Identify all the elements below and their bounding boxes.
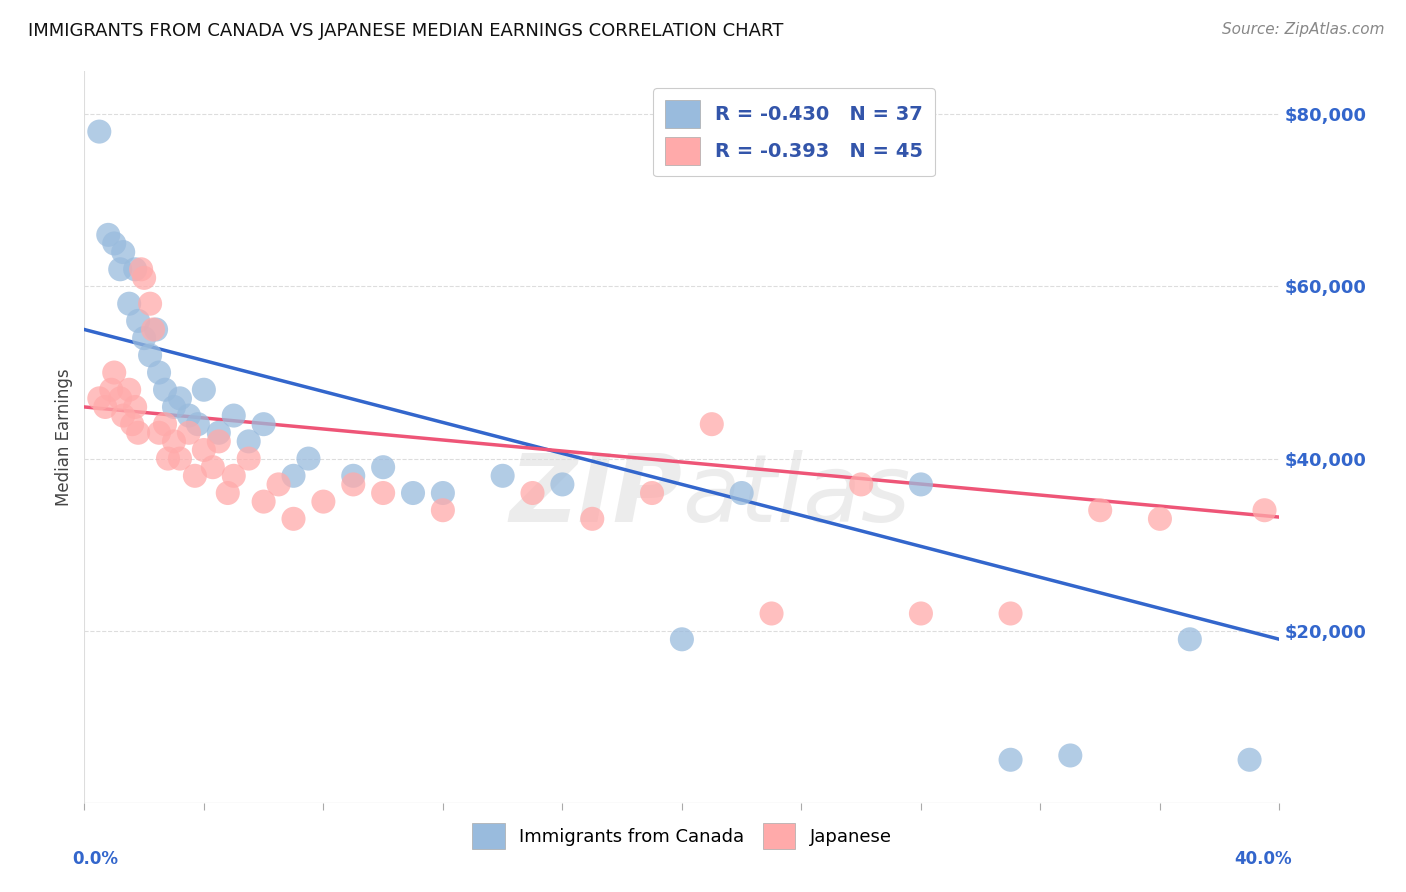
Point [132,271,156,285]
Point [163,434,186,449]
Point [129,262,152,277]
Point [148,425,170,440]
Point [89,392,111,406]
Point [148,366,170,380]
Point [1178,632,1201,647]
Point [201,460,224,475]
Text: IMMIGRANTS FROM CANADA VS JAPANESE MEDIAN EARNINGS CORRELATION CHART: IMMIGRANTS FROM CANADA VS JAPANESE MEDIA… [28,22,783,40]
Point [492,468,515,483]
Point [100,383,122,397]
Point [373,460,395,475]
Point [153,417,176,432]
Point [222,468,245,483]
Point [253,494,276,508]
Point [193,383,215,397]
Point [94,400,117,414]
Point [1239,753,1261,767]
Point [551,477,574,491]
Point [1000,607,1022,621]
Point [153,383,176,397]
Point [851,477,873,491]
Text: 0.0%: 0.0% [73,850,118,868]
Point [761,607,783,621]
Point [145,322,167,336]
Point [139,348,162,362]
Point [169,451,191,466]
Point [193,442,215,457]
Point [121,417,143,432]
Point [118,296,141,310]
Point [184,468,207,483]
Point [910,607,932,621]
Point [132,331,156,345]
Point [581,512,603,526]
Text: ZIP: ZIP [509,450,682,541]
Point [432,486,454,500]
Point [373,486,395,500]
Point [157,451,180,466]
Point [127,314,149,328]
Point [103,236,125,251]
Point [238,451,260,466]
Point [1000,753,1022,767]
Point [177,425,200,440]
Point [187,417,209,432]
Point [432,503,454,517]
Point [163,400,186,414]
Point [910,477,932,491]
Point [700,417,723,432]
Point [208,434,231,449]
Point [124,400,146,414]
Y-axis label: Median Earnings: Median Earnings [55,368,73,506]
Point [124,262,146,277]
Point [89,125,111,139]
Point [253,417,276,432]
Point [342,477,364,491]
Point [1090,503,1112,517]
Point [112,245,135,260]
Point [222,409,245,423]
Point [142,322,165,336]
Point [283,468,305,483]
Text: atlas: atlas [682,450,910,541]
Point [342,468,364,483]
Point [297,451,319,466]
Point [103,366,125,380]
Point [217,486,239,500]
Point [139,296,162,310]
Point [110,262,132,277]
Legend: Immigrants from Canada, Japanese: Immigrants from Canada, Japanese [465,816,898,856]
Point [641,486,664,500]
Point [312,494,335,508]
Point [522,486,544,500]
Point [112,409,135,423]
Point [208,425,231,440]
Point [283,512,305,526]
Point [1253,503,1275,517]
Point [238,434,260,449]
Point [118,383,141,397]
Point [169,392,191,406]
Point [671,632,693,647]
Text: Source: ZipAtlas.com: Source: ZipAtlas.com [1222,22,1385,37]
Point [97,227,120,242]
Text: 40.0%: 40.0% [1234,850,1292,868]
Point [402,486,425,500]
Point [127,425,149,440]
Point [177,409,200,423]
Point [731,486,754,500]
Point [267,477,290,491]
Point [1059,748,1081,763]
Point [1149,512,1171,526]
Point [110,392,132,406]
